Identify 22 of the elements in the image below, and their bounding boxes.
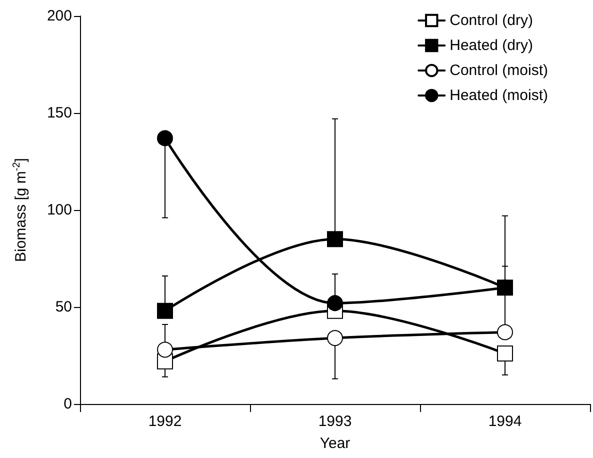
- x-tick-label: 1993: [318, 413, 352, 430]
- point: [497, 346, 513, 362]
- point: [157, 130, 173, 146]
- legend-label: Control (moist): [450, 62, 548, 79]
- point: [157, 302, 173, 319]
- y-tick-label: 200: [46, 8, 72, 24]
- legend-label: Heated (moist): [450, 87, 548, 104]
- point: [327, 330, 343, 346]
- point: [157, 342, 173, 358]
- y-tick-label: 100: [46, 202, 72, 218]
- legend-label: Heated (dry): [450, 37, 534, 54]
- y-axis-title: Biomass [g m-2]: [12, 158, 30, 262]
- legend-label: Control (dry): [450, 12, 533, 29]
- point: [497, 324, 513, 340]
- y-tick-label: 150: [46, 104, 72, 122]
- y-tick-label: 0: [64, 396, 72, 412]
- point: [327, 295, 343, 312]
- y-tick-label: 50: [55, 298, 72, 316]
- point: [327, 231, 343, 248]
- x-tick-label: 1992: [148, 413, 182, 430]
- x-tick-label: 1994: [488, 413, 522, 430]
- x-axis-title: Year: [320, 435, 350, 452]
